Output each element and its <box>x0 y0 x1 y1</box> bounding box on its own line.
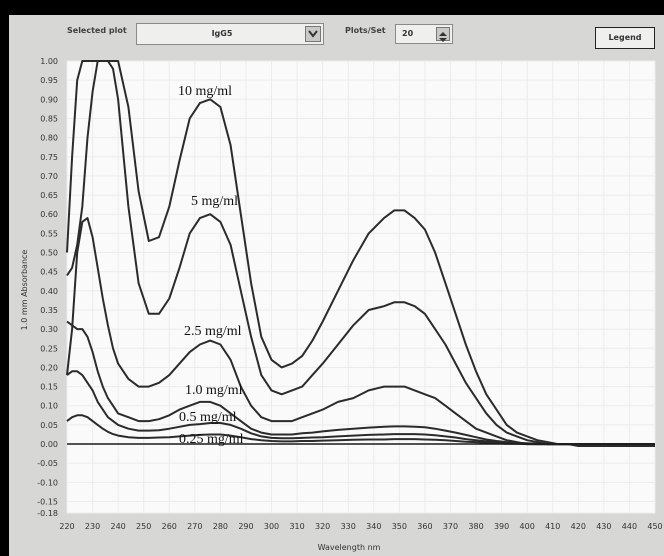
x-tick-label: 310 <box>289 522 304 531</box>
x-tick-label: 410 <box>545 522 560 531</box>
annotation-5mg: 5 mg/ml <box>191 194 238 209</box>
up-down-arrows-icon <box>439 32 447 42</box>
x-tick-label: 430 <box>596 522 611 531</box>
y-tick-label: 0.45 <box>40 268 58 277</box>
x-tick-label: 360 <box>417 522 432 531</box>
x-tick-label: 440 <box>622 522 637 531</box>
y-tick-label: 0.75 <box>40 153 58 162</box>
y-tick-labels: 1.00 0.95 0.90 0.85 0.80 0.75 0.70 0.65 0.60 0.55… <box>37 57 58 518</box>
x-tick-label: 270 <box>187 522 202 531</box>
x-tick-label: 390 <box>494 522 509 531</box>
x-tick-label: 450 <box>647 522 662 531</box>
plots-per-set-label: Plots/Set <box>345 26 386 35</box>
y-tick-label: 1.00 <box>40 57 58 66</box>
y-tick-label: 0.15 <box>40 383 58 392</box>
x-tick-label: 350 <box>392 522 407 531</box>
x-tick-label: 220 <box>59 522 74 531</box>
y-tick-label: 0.85 <box>40 114 58 123</box>
x-tick-label: 260 <box>162 522 177 531</box>
annotation-1mg: 1.0 mg/ml <box>185 383 243 398</box>
y-tick-label: 0.25 <box>40 344 58 353</box>
plots-per-set-spinner[interactable]: 20 <box>395 24 453 44</box>
annotation-0-5mg: 0.5 mg/ml <box>179 410 237 425</box>
y-tick-label: 0.70 <box>40 172 58 181</box>
selected-plot-dropdown[interactable]: IgG5 <box>136 23 324 45</box>
x-tick-label: 340 <box>366 522 381 531</box>
plots-per-set-value: 20 <box>402 29 414 38</box>
y-tick-label: 0.20 <box>40 363 58 372</box>
y-axis-label: 1.0 mm Absorbance <box>20 250 29 331</box>
x-tick-label: 380 <box>468 522 483 531</box>
x-axis-label: Wavelength nm <box>318 543 381 552</box>
y-tick-label: -0.15 <box>37 498 58 507</box>
y-tick-label: 0.95 <box>40 76 58 85</box>
x-tick-labels: 220 230 240 250 260 270 280 290 300 310 320 330 340 3… <box>59 522 662 531</box>
y-tick-label: 0.30 <box>40 325 58 334</box>
x-tick-label: 230 <box>85 522 100 531</box>
y-tick-label: 0.10 <box>40 402 58 411</box>
dropdown-arrow-button[interactable] <box>305 26 321 42</box>
x-tick-label: 240 <box>110 522 125 531</box>
y-tick-label: 0.65 <box>40 191 58 200</box>
y-tick-label: 0.00 <box>40 440 58 449</box>
chevron-down-icon <box>308 30 318 38</box>
x-tick-label: 300 <box>264 522 279 531</box>
selected-plot-value: IgG5 <box>211 29 233 38</box>
x-tick-label: 370 <box>443 522 458 531</box>
y-tick-label: 0.50 <box>40 249 58 258</box>
annotation-0-25mg: 0.25 mg/ml <box>179 432 244 447</box>
y-tick-label: 0.40 <box>40 287 58 296</box>
y-tick-label: -0.10 <box>37 478 58 487</box>
series-line-1 <box>66 60 655 447</box>
y-tick-label: 0.05 <box>40 421 58 430</box>
y-tick-label: -0.05 <box>37 459 58 468</box>
y-tick-label: 0.80 <box>40 134 58 143</box>
y-tick-label: -0.18 <box>37 509 58 518</box>
y-tick-label: 0.35 <box>40 306 58 315</box>
y-tick-label: 0.90 <box>40 95 58 104</box>
x-tick-label: 290 <box>238 522 253 531</box>
legend-button[interactable]: Legend <box>595 27 655 49</box>
x-tick-label: 280 <box>213 522 228 531</box>
x-tick-label: 250 <box>136 522 151 531</box>
selected-plot-label: Selected plot <box>67 26 127 35</box>
grid <box>66 60 656 514</box>
y-tick-label: 0.60 <box>40 210 58 219</box>
x-tick-label: 400 <box>520 522 535 531</box>
annotation-2-5mg: 2.5 mg/ml <box>184 324 242 339</box>
x-tick-label: 320 <box>315 522 330 531</box>
y-tick-label: 0.55 <box>40 229 58 238</box>
spinner-arrows-button[interactable] <box>436 27 450 42</box>
series-line-0 <box>66 60 655 447</box>
x-tick-label: 420 <box>571 522 586 531</box>
x-tick-label: 330 <box>341 522 356 531</box>
plot-area <box>67 61 655 513</box>
annotation-10mg: 10 mg/ml <box>178 84 232 99</box>
